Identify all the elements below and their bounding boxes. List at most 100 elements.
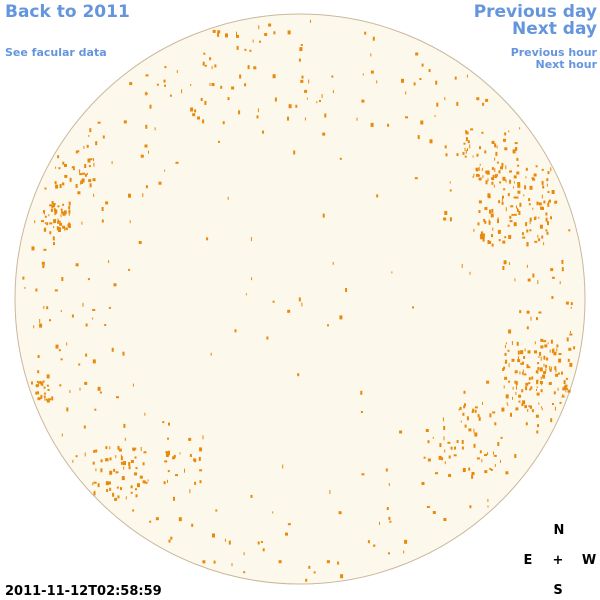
speck (495, 151, 498, 156)
speck (149, 104, 152, 109)
speck (231, 86, 235, 90)
speck (559, 401, 562, 404)
speck (432, 511, 436, 514)
speck (88, 134, 90, 137)
speck (516, 196, 519, 199)
speck (79, 173, 83, 176)
speck (231, 563, 233, 567)
speck (69, 390, 71, 393)
speck (504, 344, 506, 348)
speck (526, 242, 529, 247)
speck (337, 561, 340, 565)
speck (545, 364, 548, 368)
speck (130, 491, 133, 494)
speck (476, 168, 478, 172)
speck (443, 436, 445, 441)
speck (570, 302, 573, 306)
speck (405, 116, 408, 119)
speck (562, 394, 564, 396)
speck (22, 276, 25, 280)
speck (100, 459, 103, 463)
speck (53, 203, 55, 208)
speck (44, 222, 46, 225)
speck (405, 91, 407, 95)
speck (523, 356, 526, 359)
speck (492, 140, 494, 144)
speck (373, 544, 376, 547)
speck (386, 507, 389, 510)
speck (300, 79, 304, 83)
speck (520, 350, 524, 355)
speck (123, 466, 125, 470)
speck (461, 446, 464, 450)
speck (168, 450, 170, 454)
speck (505, 165, 507, 170)
speck (120, 461, 123, 465)
speck (501, 407, 505, 412)
speck (38, 382, 40, 387)
facular-link[interactable]: See facular data (5, 46, 107, 59)
speck (43, 263, 45, 267)
speck (46, 222, 49, 226)
speck (519, 127, 521, 130)
speck (497, 229, 501, 234)
speck (51, 201, 54, 204)
speck (106, 489, 109, 492)
speck (474, 432, 478, 437)
speck (361, 473, 365, 476)
speck (64, 174, 68, 178)
speck (43, 210, 45, 214)
speck (256, 115, 259, 119)
speck (105, 481, 109, 486)
speck (511, 358, 515, 362)
speck (470, 128, 474, 131)
speck (217, 32, 220, 37)
speck (266, 336, 269, 340)
speck (500, 166, 503, 170)
speck (519, 310, 522, 314)
speck (278, 560, 282, 564)
speck (540, 338, 544, 342)
speck (448, 455, 451, 459)
speck (526, 264, 528, 268)
speck (426, 506, 430, 508)
speck (443, 426, 446, 430)
speck (301, 302, 303, 307)
previous-hour-link[interactable]: Previous hour (511, 46, 598, 59)
speck (502, 195, 504, 199)
speck (427, 458, 431, 462)
speck (546, 231, 549, 235)
speck (41, 220, 44, 223)
speck (60, 358, 63, 361)
speck (529, 388, 532, 391)
speck (43, 392, 46, 395)
speck (209, 57, 212, 61)
speck (412, 306, 414, 309)
speck (59, 222, 63, 226)
speck (484, 207, 488, 210)
next-day-link[interactable]: Next day (512, 19, 597, 39)
back-link[interactable]: Back to 2011 (5, 2, 130, 22)
speck (37, 397, 41, 401)
speck (167, 479, 168, 483)
speck (525, 422, 528, 426)
speck (212, 29, 216, 33)
speck (527, 278, 531, 282)
speck (487, 195, 491, 199)
next-hour-link[interactable]: Next hour (536, 58, 598, 71)
speck (550, 216, 552, 220)
speck (459, 406, 462, 410)
previous-day-link[interactable]: Previous day (474, 2, 597, 22)
speck (537, 280, 539, 285)
speck (419, 78, 422, 80)
speck (68, 209, 71, 214)
speck (121, 476, 125, 481)
speck (88, 179, 92, 183)
speck (513, 196, 517, 199)
speck (514, 454, 517, 458)
speck (105, 446, 108, 450)
speck (494, 168, 496, 172)
speck (145, 91, 147, 96)
speck (179, 452, 181, 455)
speck (360, 390, 363, 395)
